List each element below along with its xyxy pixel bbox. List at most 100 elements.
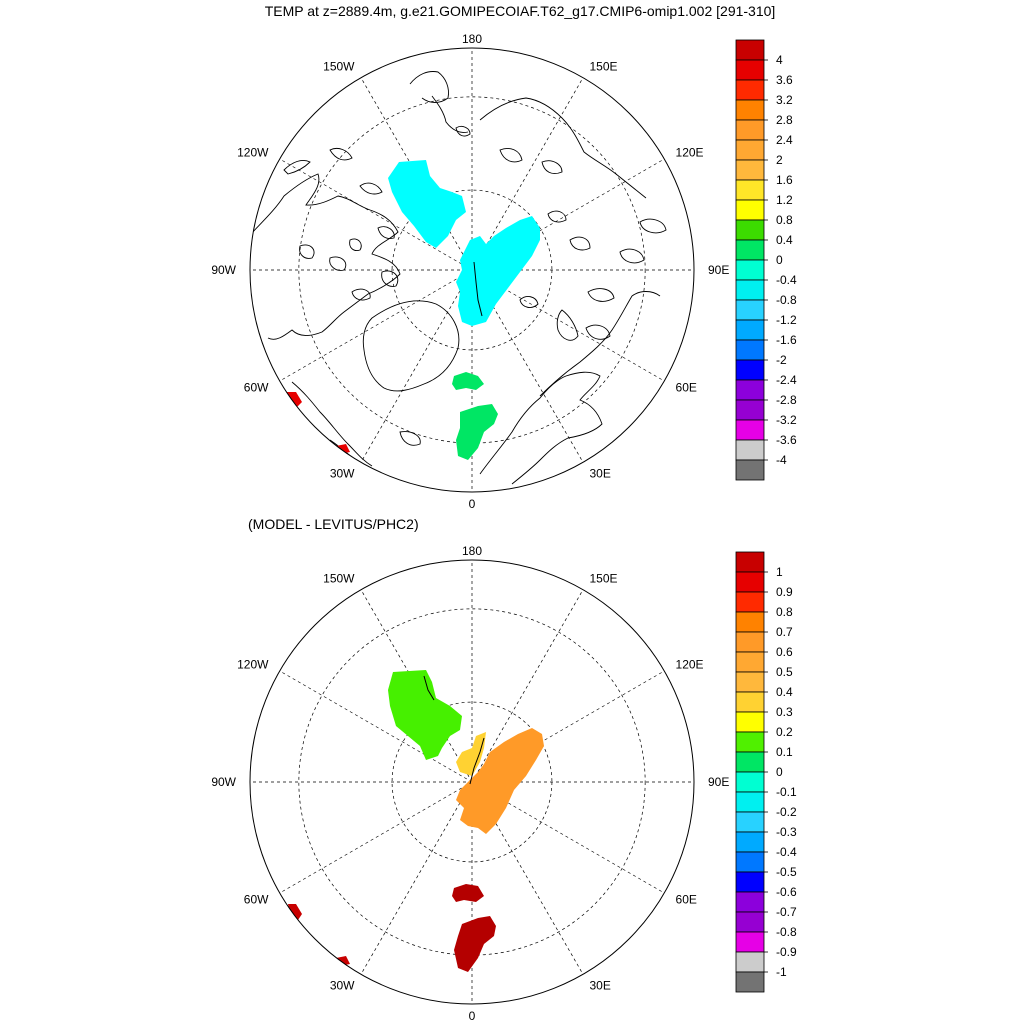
top-colorbar-tick-label-8: 0.8 (776, 213, 793, 227)
top-colorbar-swatch-19 (735, 419, 765, 441)
top-lon-label-lower-left-inner: 60W (244, 381, 269, 395)
top-lon-label-upper-right-inner: 120E (676, 146, 704, 160)
bottom-region-canada-basin (388, 670, 462, 760)
bottom-colorbar-tick-label-8: 0.2 (776, 725, 793, 739)
top-colorbar-swatch-15 (735, 339, 765, 361)
top-region-labrador-patch (286, 392, 302, 408)
top-colorbar-tick-label-6: 1.6 (776, 173, 793, 187)
top-colorbar-tick-label-15: -2 (776, 353, 787, 367)
top-colorbar-tick-label-7: 1.2 (776, 193, 793, 207)
top-colorbar-swatch-11 (735, 259, 765, 281)
bottom-region-labrador-patch-south (336, 956, 350, 966)
bottom-colorbar-tick-label-10: 0 (776, 765, 783, 779)
top-colorbar-tick-label-16: -2.4 (776, 373, 797, 387)
bottom-meridian-240 (279, 670, 473, 783)
top-lon-label-upper-right-outer: 150E (590, 59, 618, 73)
top-colorbar-swatch-6 (735, 159, 765, 181)
bottom-colorbar-swatch-21 (735, 971, 765, 993)
top-colorbar-swatch-14 (735, 319, 765, 341)
top-region-eurasian-basin (456, 216, 540, 326)
top-map-boundary (249, 47, 695, 493)
top-map-filled-regions (286, 160, 540, 460)
bottom-lon-label-lower-left-inner: 60W (244, 893, 269, 907)
bottom-region-greenland-sea-south (454, 916, 496, 972)
top-colorbar-swatch-12 (735, 279, 765, 301)
bottom-lon-label-right: 90E (708, 775, 729, 789)
bottom-colorbar-swatch-20 (735, 951, 765, 973)
top-meridian-240 (279, 158, 473, 271)
top-colorbar-tick-label-11: -0.4 (776, 273, 797, 287)
top-colorbar-swatch-9 (735, 219, 765, 241)
bottom-colorbar-swatch-0 (735, 551, 765, 573)
bottom-colorbar-tick-label-14: -0.4 (776, 845, 797, 859)
top-colorbar-swatch-5 (735, 139, 765, 161)
top-colorbar-tick-label-13: -1.2 (776, 313, 797, 327)
top-region-greenland-sea-north (452, 372, 484, 390)
top-colorbar: 4 3.6 3.2 2.8 2.4 2 1.6 1.2 0.8 0.4 0 -0.4 -0.8 -1.2 -… (735, 39, 797, 481)
bottom-colorbar-tick-label-5: 0.5 (776, 665, 793, 679)
bottom-colorbar-tick-label-19: -0.9 (776, 945, 797, 959)
bottom-colorbar-tick-label-3: 0.7 (776, 625, 793, 639)
bottom-colorbar-tick-label-12: -0.2 (776, 805, 797, 819)
top-colorbar-tick-label-5: 2 (776, 153, 783, 167)
bottom-lon-label-bottom: 0 (469, 1009, 476, 1023)
bottom-colorbar: 1 0.9 0.8 0.7 0.6 0.5 0.4 0.3 0.2 0.1 0 -0.1 -0.2 -0.… (735, 551, 797, 993)
top-colorbar-swatch-3 (735, 99, 765, 121)
bottom-colorbar-swatch-17 (735, 891, 765, 913)
bottom-colorbar-tick-label-4: 0.6 (776, 645, 793, 659)
bottom-colorbar-tick-label-9: 0.1 (776, 745, 793, 759)
top-colorbar-swatch-1 (735, 59, 765, 81)
top-colorbar-tick-label-1: 3.6 (776, 73, 793, 87)
top-colorbar-tick-label-18: -3.2 (776, 413, 797, 427)
bottom-lon-label-lower-right-outer: 30E (590, 979, 611, 993)
bottom-colorbar-swatch-15 (735, 851, 765, 873)
bottom-polar-map: 180 0 90W 90E 150W 120W 150E 120E 60W 30W 60E 30E (211, 544, 729, 1023)
top-lon-label-bottom: 0 (469, 497, 476, 511)
top-lon-label-lower-left-outer: 30W (330, 467, 355, 481)
figure-title: TEMP at z=2889.4m, g.e21.GOMIPECOIAF.T62… (265, 3, 776, 19)
bottom-colorbar-swatch-13 (735, 811, 765, 833)
bottom-colorbar-swatch-5 (735, 651, 765, 673)
top-colorbar-tick-label-4: 2.4 (776, 133, 793, 147)
bottom-colorbar-tick-label-16: -0.6 (776, 885, 797, 899)
bottom-colorbar-tick-label-1: 0.9 (776, 585, 793, 599)
bottom-lon-label-lower-right-inner: 60E (676, 893, 697, 907)
top-colorbar-tick-label-2: 3.2 (776, 93, 793, 107)
top-lon-label-upper-left-inner: 120W (237, 146, 269, 160)
top-meridian-300 (279, 269, 473, 382)
top-colorbar-tick-label-3: 2.8 (776, 113, 793, 127)
top-colorbar-tick-label-0: 4 (776, 53, 783, 67)
bottom-colorbar-tick-label-6: 0.4 (776, 685, 793, 699)
bottom-colorbar-swatch-19 (735, 931, 765, 953)
bottom-map-filled-regions (288, 670, 544, 972)
bottom-lon-label-left: 90W (211, 775, 236, 789)
bottom-meridian-330 (360, 781, 473, 975)
top-polar-map: 180 0 90W 90E 150W 120W 150E 120E 60W 30W 60E 30E (211, 32, 729, 511)
top-colorbar-swatch-4 (735, 119, 765, 141)
bottom-colorbar-tick-label-2: 0.8 (776, 605, 793, 619)
bottom-meridian-150 (471, 589, 584, 783)
bottom-region-eurasian-basin (456, 728, 544, 834)
bottom-colorbar-swatch-2 (735, 591, 765, 613)
bottom-colorbar-swatch-6 (735, 671, 765, 693)
top-colorbar-tick-label-20: -4 (776, 453, 787, 467)
bottom-map-coastlines (250, 584, 666, 997)
bottom-lon-label-top: 180 (462, 544, 482, 558)
top-colorbar-swatch-21 (735, 459, 765, 481)
bottom-colorbar-swatch-12 (735, 791, 765, 813)
bottom-colorbar-swatch-7 (735, 691, 765, 713)
top-colorbar-swatch-10 (735, 239, 765, 261)
bottom-map-boundary (249, 559, 695, 1005)
top-region-canada-basin (388, 160, 466, 248)
top-map-coastlines (250, 71, 667, 485)
bottom-colorbar-tick-label-0: 1 (776, 565, 783, 579)
top-colorbar-swatch-2 (735, 79, 765, 101)
bottom-lon-label-upper-right-outer: 150E (590, 571, 618, 585)
bottom-colorbar-tick-label-13: -0.3 (776, 825, 797, 839)
top-colorbar-swatch-18 (735, 399, 765, 421)
bottom-meridian-300 (279, 781, 473, 894)
bottom-colorbar-tick-label-18: -0.8 (776, 925, 797, 939)
top-colorbar-swatch-17 (735, 379, 765, 401)
top-lon-label-top: 180 (462, 32, 482, 46)
